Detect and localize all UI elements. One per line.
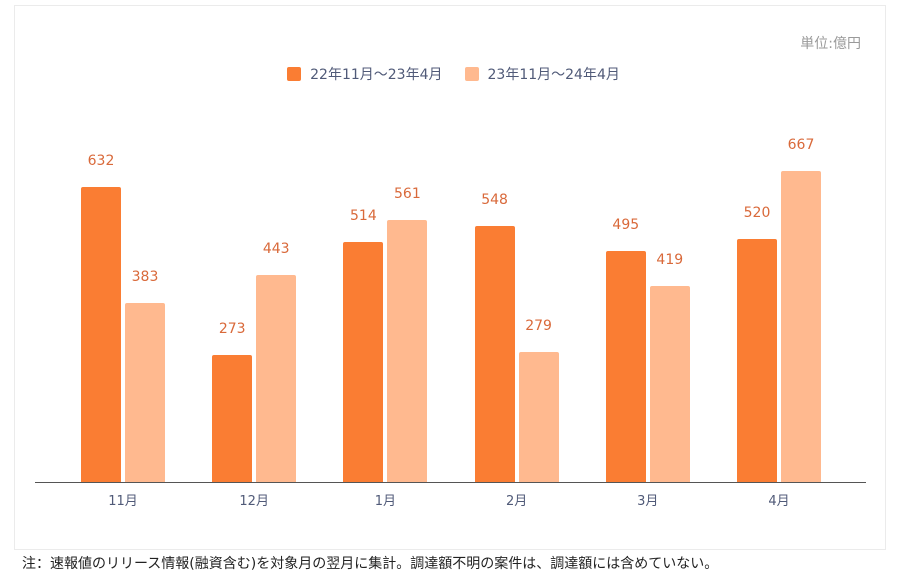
legend-swatch-icon — [464, 67, 479, 81]
data-label: 443 — [262, 241, 290, 258]
bar-series-2[interactable] — [649, 286, 690, 482]
data-label: 632 — [87, 153, 115, 169]
data-label: 495 — [612, 216, 640, 233]
bar-series-1[interactable] — [605, 250, 646, 482]
bar-series-2[interactable] — [781, 170, 821, 482]
x-axis-tick-label: 3月 — [637, 494, 659, 509]
x-axis-tick-label: 12月 — [239, 494, 269, 509]
data-label: 273 — [218, 320, 246, 337]
x-axis-tick-label: 1月 — [374, 494, 397, 509]
bar-group: 548 279 — [474, 0, 559, 482]
bar-series-1[interactable] — [343, 242, 384, 482]
bar-group: 495 419 — [605, 0, 690, 482]
chart-legend: 22年11月～23年4月 23年11月～24年4月 — [0, 64, 907, 84]
data-label: 520 — [743, 205, 771, 222]
bar-group: 273 443 — [212, 0, 297, 482]
data-label: 419 — [656, 252, 684, 269]
x-axis-tick-label: 2月 — [505, 494, 528, 509]
bar-series-2[interactable] — [387, 220, 428, 482]
bar-group: 514 561 — [343, 0, 428, 482]
legend-label: 23年11月～24年4月 — [487, 67, 620, 83]
bar-series-1[interactable] — [81, 187, 121, 482]
data-label: 548 — [481, 192, 508, 209]
x-axis-line — [35, 482, 866, 483]
footnote: 注：速報値のリリース情報(融資含む)を対象月の翌月に集計。調達額不明の案件は、調… — [22, 556, 719, 572]
data-label: 514 — [350, 208, 377, 225]
bar-group: 520 667 — [737, 0, 821, 482]
bar-series-2[interactable] — [256, 275, 297, 482]
data-label: 667 — [787, 136, 815, 153]
legend-item-series-2[interactable]: 23年11月～24年4月 — [464, 64, 620, 84]
bar-series-2[interactable] — [125, 303, 165, 482]
legend-label: 22年11月～23年4月 — [310, 67, 443, 83]
bar-group: 632 383 — [81, 0, 165, 482]
bar-series-1[interactable] — [474, 226, 515, 482]
x-axis-tick-label: 4月 — [768, 494, 790, 509]
data-label: 279 — [525, 317, 552, 334]
bar-series-1[interactable] — [737, 239, 777, 482]
data-label: 561 — [394, 186, 421, 203]
legend-swatch-icon — [287, 67, 302, 81]
legend-item-series-1[interactable]: 22年11月～23年4月 — [287, 64, 443, 84]
bar-series-2[interactable] — [518, 351, 559, 482]
bar-series-1[interactable] — [212, 354, 253, 482]
data-label: 383 — [131, 269, 159, 286]
x-axis-tick-label: 11月 — [108, 494, 138, 509]
unit-label: 単位:億円 — [800, 36, 861, 52]
